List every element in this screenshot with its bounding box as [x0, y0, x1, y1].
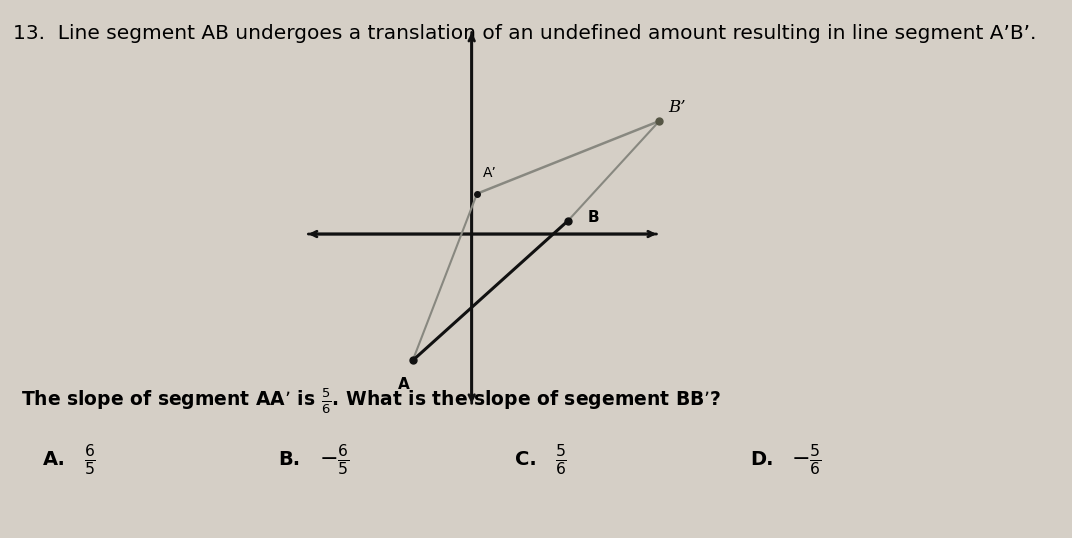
Text: $\frac{6}{5}$: $\frac{6}{5}$ — [84, 443, 95, 477]
Text: B’: B’ — [668, 98, 685, 116]
Text: B: B — [587, 210, 599, 225]
Text: $-\frac{5}{6}$: $-\frac{5}{6}$ — [791, 443, 822, 477]
Text: D.: D. — [750, 450, 774, 470]
Text: B.: B. — [279, 450, 301, 470]
Text: $-\frac{6}{5}$: $-\frac{6}{5}$ — [319, 443, 351, 477]
Text: 13.  Line segment AB undergoes a translation of an undefined amount resulting in: 13. Line segment AB undergoes a translat… — [13, 24, 1037, 43]
Text: The slope of segment AA’ is $\frac{5}{6}$. What is the slope of segement BB’?: The slope of segment AA’ is $\frac{5}{6}… — [21, 386, 721, 415]
Text: C.: C. — [515, 450, 536, 470]
Text: A’: A’ — [482, 166, 496, 180]
Text: A: A — [399, 377, 410, 392]
Text: A.: A. — [43, 450, 65, 470]
Text: $\frac{5}{6}$: $\frac{5}{6}$ — [555, 443, 567, 477]
